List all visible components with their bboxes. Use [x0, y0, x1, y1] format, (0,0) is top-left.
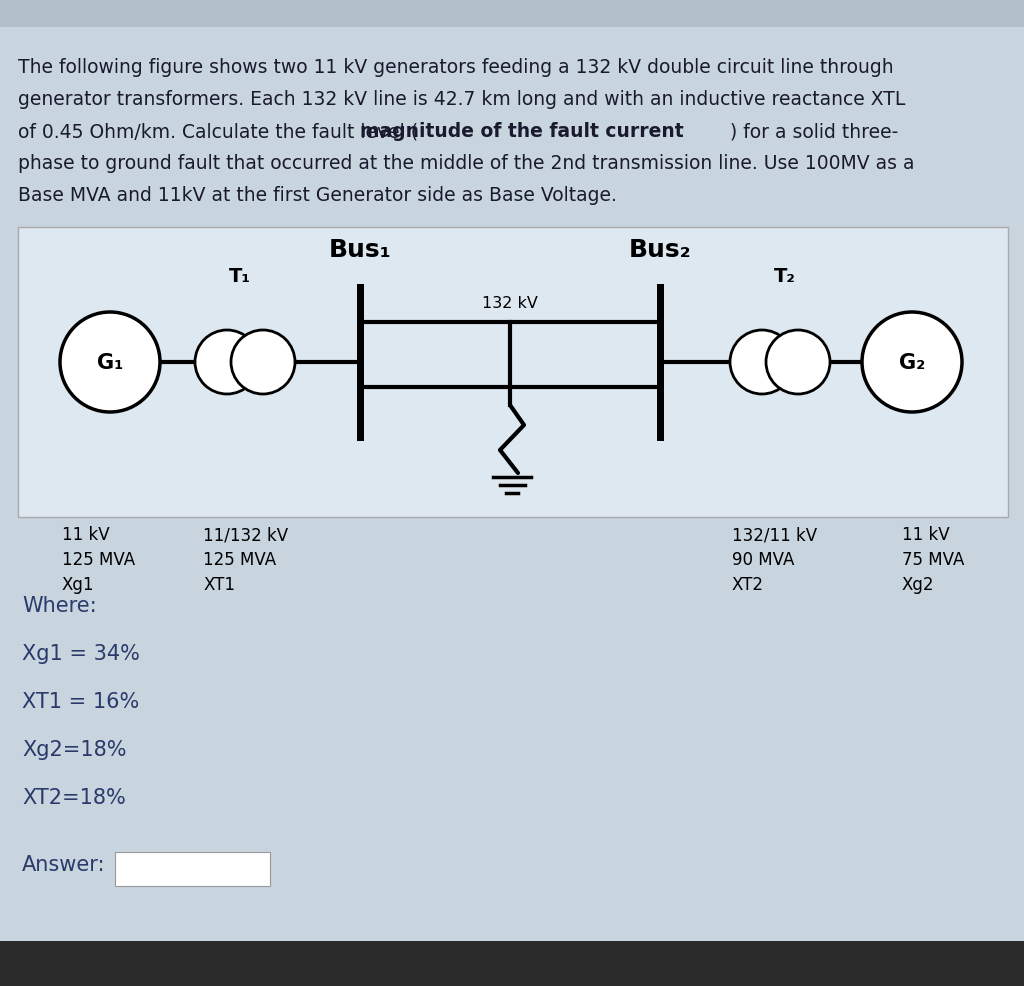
Circle shape [195, 330, 259, 394]
Text: Where:: Where: [22, 596, 96, 615]
Text: T₁: T₁ [229, 266, 251, 285]
Circle shape [231, 330, 295, 394]
Bar [0, 941, 1024, 986]
Text: The following figure shows two 11 kV generators feeding a 132 kV double circuit : The following figure shows two 11 kV gen… [18, 58, 894, 77]
Text: generator transformers. Each 132 kV line is 42.7 km long and with an inductive r: generator transformers. Each 132 kV line… [18, 90, 905, 108]
Text: Bus₁: Bus₁ [329, 238, 391, 261]
Text: 11/132 kV
125 MVA
XT1: 11/132 kV 125 MVA XT1 [203, 526, 288, 594]
Text: phase to ground fault that occurred at the middle of the 2nd transmission line. : phase to ground fault that occurred at t… [18, 154, 914, 173]
Text: T₂: T₂ [774, 266, 796, 285]
Circle shape [730, 330, 794, 394]
Text: XT2=18%: XT2=18% [22, 787, 126, 808]
Text: G₁: G₁ [97, 353, 123, 373]
Text: Xg2=18%: Xg2=18% [22, 740, 127, 759]
Circle shape [766, 330, 830, 394]
Text: Xg1 = 34%: Xg1 = 34% [22, 643, 140, 664]
Text: ) for a solid three-: ) for a solid three- [730, 122, 898, 141]
Text: 132 kV: 132 kV [482, 295, 538, 311]
Text: 11 kV
125 MVA
Xg1: 11 kV 125 MVA Xg1 [62, 526, 135, 594]
Text: XT1 = 16%: XT1 = 16% [22, 691, 139, 711]
Circle shape [862, 313, 962, 412]
Text: 132/11 kV
90 MVA
XT2: 132/11 kV 90 MVA XT2 [732, 526, 817, 594]
Text: 11 kV
75 MVA
Xg2: 11 kV 75 MVA Xg2 [902, 526, 965, 594]
Text: of 0.45 Ohm/km. Calculate the fault level (: of 0.45 Ohm/km. Calculate the fault leve… [18, 122, 418, 141]
Text: G₂: G₂ [899, 353, 925, 373]
Circle shape [60, 313, 160, 412]
Text: Base MVA and 11kV at the first Generator side as Base Voltage.: Base MVA and 11kV at the first Generator… [18, 185, 616, 205]
Bar [18, 228, 1008, 518]
Text: Answer:: Answer: [22, 854, 105, 875]
Text: Bus₂: Bus₂ [629, 238, 691, 261]
Text: magnitude of the fault current: magnitude of the fault current [360, 122, 684, 141]
Bar [115, 852, 270, 886]
Bar [0, 0, 1024, 28]
